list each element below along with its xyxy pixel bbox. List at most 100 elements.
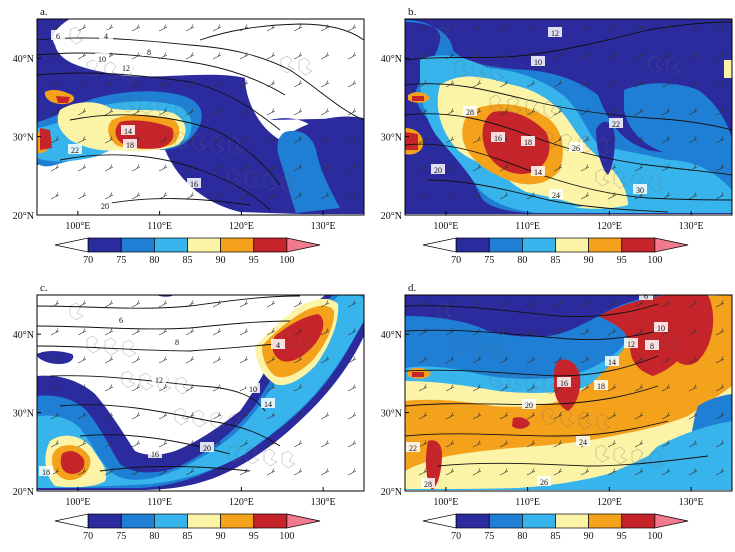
contour-label: 12 bbox=[122, 64, 130, 73]
contour-label: 18 bbox=[524, 138, 532, 147]
lon-tick-label: 130°E bbox=[311, 221, 336, 232]
panel-label: c. bbox=[40, 282, 48, 294]
wind-barb bbox=[158, 328, 168, 336]
wind-barb bbox=[266, 384, 276, 392]
coastline-texture bbox=[175, 100, 190, 119]
coastline-texture bbox=[543, 376, 558, 395]
rh-shade-region bbox=[405, 132, 418, 150]
rh-shade-region bbox=[412, 372, 424, 377]
lon-tick-label: 110°E bbox=[515, 221, 540, 232]
wind-barb bbox=[239, 24, 249, 32]
coastline-texture bbox=[543, 100, 558, 119]
wind-barb bbox=[607, 164, 617, 172]
contour-label: 14 bbox=[264, 400, 272, 409]
wind-barb bbox=[266, 108, 276, 116]
coastline-texture bbox=[228, 413, 243, 432]
wind-barb bbox=[212, 356, 222, 364]
wind-barb bbox=[158, 192, 168, 200]
wind-barb bbox=[418, 440, 428, 448]
wind-barb bbox=[445, 164, 455, 172]
colorbar-tick-label: 95 bbox=[249, 531, 259, 542]
contour-label-bg bbox=[609, 118, 623, 128]
coastline-texture bbox=[472, 61, 487, 80]
contour-label: 26 bbox=[540, 478, 548, 487]
wind-barb bbox=[499, 52, 509, 60]
panel-d: 6 8 10 12 14 16 18 20 22 24 26 28 d. 40°N 30°N 20°N 100°… bbox=[368, 276, 735, 552]
wind-barb bbox=[266, 328, 276, 336]
contour-label-bg bbox=[576, 436, 590, 446]
contour-label: 20 bbox=[434, 166, 442, 175]
map-frame bbox=[404, 18, 733, 216]
panel-label: d. bbox=[408, 282, 417, 294]
wind-barb bbox=[131, 468, 141, 476]
coastline-texture bbox=[472, 337, 487, 356]
colorbar-segment bbox=[87, 513, 122, 529]
lon-tick-label: 100°E bbox=[65, 221, 90, 232]
contour-label-bg bbox=[142, 46, 156, 56]
wind-barb bbox=[688, 328, 698, 336]
wind-barb bbox=[499, 80, 509, 88]
wind-barb bbox=[239, 52, 249, 60]
wind-barb bbox=[445, 108, 455, 116]
contour-label: 4 bbox=[276, 341, 280, 350]
wind-barb bbox=[185, 356, 195, 364]
coastline-texture bbox=[613, 170, 628, 189]
contour-label-bg bbox=[557, 377, 571, 387]
wind-barb bbox=[266, 80, 276, 88]
wind-barb bbox=[445, 440, 455, 448]
wind-barb bbox=[320, 440, 330, 448]
wind-barb bbox=[607, 136, 617, 144]
colorbar-tick-label: 75 bbox=[484, 255, 494, 266]
contour-line bbox=[59, 404, 281, 447]
coastline-texture bbox=[613, 446, 628, 465]
coastline-texture bbox=[192, 133, 207, 152]
colorbar-segment bbox=[455, 237, 490, 253]
contour-line bbox=[37, 72, 281, 131]
wind-barb bbox=[50, 52, 60, 60]
coastline-texture bbox=[298, 333, 313, 352]
wind-barb bbox=[158, 468, 168, 476]
wind-barb bbox=[293, 412, 303, 420]
lat-tick-label: 30°N bbox=[13, 409, 34, 420]
wind-barb bbox=[266, 136, 276, 144]
coastline-texture bbox=[489, 370, 504, 389]
wind-barb bbox=[104, 300, 114, 308]
colorbar-segment bbox=[220, 237, 255, 253]
contour-label: 18 bbox=[597, 382, 605, 391]
contour-label: 8 bbox=[650, 342, 654, 351]
colorbar-segment bbox=[220, 513, 255, 529]
wind-barb bbox=[526, 108, 536, 116]
colorbar-tick-label: 75 bbox=[484, 531, 494, 542]
contour-label-bg bbox=[99, 30, 113, 40]
wind-barb bbox=[293, 468, 303, 476]
wind-barb bbox=[347, 384, 357, 392]
colorbar-tick-label: 80 bbox=[517, 531, 527, 542]
wind-barb bbox=[634, 384, 644, 392]
wind-barb bbox=[634, 300, 644, 308]
wind-barb bbox=[418, 356, 428, 364]
lat-tick-label: 40°N bbox=[381, 54, 402, 65]
panel-label: b. bbox=[408, 6, 417, 18]
lat-tick-label: 20°N bbox=[13, 487, 34, 498]
wind-barb bbox=[77, 468, 87, 476]
colorbar-extend-high bbox=[286, 513, 321, 529]
wind-barb bbox=[320, 468, 330, 476]
wind-barb bbox=[347, 192, 357, 200]
contour-label-bg bbox=[624, 338, 638, 348]
wind-barb bbox=[715, 328, 725, 336]
wind-barb bbox=[131, 356, 141, 364]
wind-barb bbox=[293, 300, 303, 308]
coastline-texture bbox=[595, 168, 610, 187]
contour-label-bg bbox=[261, 398, 275, 408]
wind-barb bbox=[580, 300, 590, 308]
colorbar-tick-label: 80 bbox=[149, 531, 159, 542]
coastline-texture bbox=[595, 444, 610, 463]
contour-line bbox=[405, 143, 732, 201]
contour-label-bg bbox=[654, 322, 668, 332]
wind-barb bbox=[347, 440, 357, 448]
contour-label-bg bbox=[633, 184, 647, 194]
wind-barb bbox=[50, 108, 60, 116]
contour-label: 20 bbox=[525, 401, 533, 410]
wind-barb bbox=[472, 80, 482, 88]
contour-label: 10 bbox=[249, 385, 257, 394]
